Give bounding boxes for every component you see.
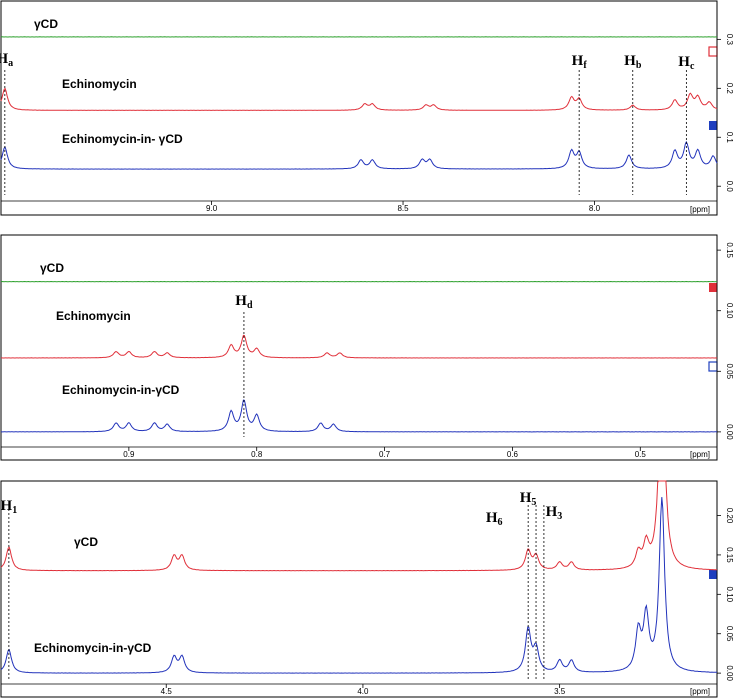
peak-annotation: H5 (520, 490, 537, 508)
y-tick-label: 0.15 (725, 242, 734, 258)
peak-annotation: H6 (486, 510, 503, 528)
x-tick-label: 4.0 (357, 687, 369, 696)
series-label-echinomycin-in-gammacd: Echinomycin-in-γCD (34, 641, 152, 655)
legend-marker-filled-blue (709, 121, 717, 130)
panel-frame (0, 0, 718, 216)
spectrum-line (0, 497, 718, 674)
y-tick-label: 0.05 (725, 364, 734, 380)
x-unit-label: [ppm] (690, 687, 710, 696)
x-unit-label: [ppm] (690, 450, 710, 459)
series-label-gammacd: γCD (74, 535, 98, 549)
panel-frame (0, 480, 718, 698)
legend-marker-filled-blue (709, 570, 717, 579)
peak-annotation: H3 (546, 504, 563, 522)
series-label-echinomycin: Echinomycin (62, 77, 137, 91)
peak-annotation: Hf (572, 53, 588, 71)
series-label-gammacd: γCD (34, 17, 58, 31)
x-tick-label: 4.5 (161, 687, 173, 696)
peak-annotation: Hb (624, 53, 642, 71)
y-tick-label: 0.2 (725, 83, 734, 95)
y-tick-label: 0.10 (725, 587, 734, 603)
x-tick-label: 0.8 (251, 450, 263, 459)
x-tick-label: 0.5 (635, 450, 647, 459)
y-tick-label: 0.0 (725, 181, 734, 193)
y-tick-label: 0.10 (725, 303, 734, 319)
y-tick-label: 0.00 (725, 665, 734, 681)
peak-annotation: Hc (678, 54, 695, 72)
x-tick-label: 9.0 (206, 204, 218, 213)
spectrum-line (0, 140, 718, 170)
legend-marker-filled-red (709, 283, 717, 292)
y-tick-label: 0.1 (725, 132, 734, 144)
peak-annotation: Hd (235, 293, 253, 311)
panel-2-plot: 4.5 4.0 3.5 0.00 0.05 0.10 0.15 0.20 H1 H6 H5 H3 (0, 480, 734, 696)
series-label-echinomycin-in-gammacd: Echinomycin-in- γCD (62, 132, 183, 146)
series-label-echinomycin-in-gammacd: Echinomycin-in-γCD (62, 383, 180, 397)
peak-annotation: H1 (1, 498, 18, 516)
series-label-gammacd: γCD (40, 261, 64, 275)
x-tick-label: 0.9 (123, 450, 135, 459)
legend-marker-open-blue (708, 361, 718, 372)
panel-1-plot: 0.9 0.8 0.7 0.6 0.5 0.00 0.05 0.10 0.15 Hd (0, 235, 734, 459)
x-tick-label: 0.7 (379, 450, 391, 459)
panel-cyclodextrin: γCD Echinomycin-in-γCD [ppm] (0, 480, 718, 698)
legend-marker-open-red (708, 46, 718, 57)
y-tick-label: 0.20 (725, 508, 734, 524)
panel-frame (0, 234, 718, 461)
y-tick-label: 0.05 (725, 626, 734, 642)
x-tick-label: 3.5 (554, 687, 566, 696)
spectrum-line (0, 87, 718, 111)
spectrum-line (0, 399, 718, 433)
series-label-echinomycin: Echinomycin (56, 309, 131, 323)
y-tick-label: 0.3 (725, 34, 734, 46)
x-tick-label: 8.0 (589, 204, 601, 213)
panel-aromatic: γCD Echinomycin Echinomycin-in- γCD [ppm… (0, 0, 718, 216)
panel-aliphatic: γCD Echinomycin Echinomycin-in-γCD [ppm] (0, 234, 718, 461)
y-tick-label: 0.00 (725, 424, 734, 440)
peak-annotation: Ha (0, 51, 13, 69)
y-tick-label: 0.15 (725, 547, 734, 563)
spectrum-line (0, 480, 717, 572)
x-tick-label: 0.6 (507, 450, 519, 459)
x-tick-label: 8.5 (397, 204, 409, 213)
panel-0-plot: 9.0 8.5 8.0 0.0 0.1 0.2 0.3 Ha Hf Hb Hc (0, 1, 734, 213)
x-unit-label: [ppm] (690, 205, 710, 214)
spectrum-line (1, 334, 718, 359)
